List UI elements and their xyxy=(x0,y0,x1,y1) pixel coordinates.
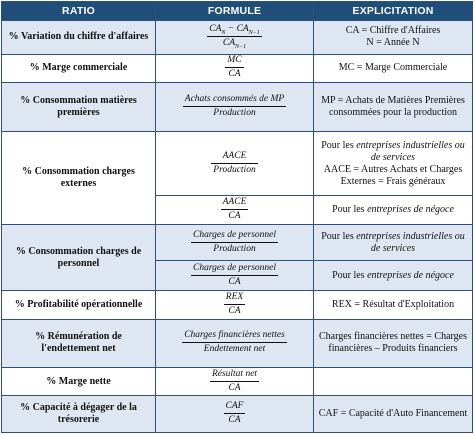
header-explicitation: EXPLICITATION xyxy=(313,1,473,21)
explanation-line: CA = Chiffre d'Affaires xyxy=(345,25,441,37)
explanation-line: Pour les entreprises industrielles ou de… xyxy=(321,139,465,163)
ratio-label: % Marge commerciale xyxy=(1,53,156,83)
table-row: AACE CA Pour les entreprises de négoce xyxy=(2,195,473,226)
formula-cell: REX CA xyxy=(155,290,314,320)
ratio-label: % Marge nette xyxy=(1,366,156,397)
numerator: AACE xyxy=(220,197,249,211)
numerator: CAN − CAN−1 xyxy=(207,24,262,38)
numerator: CAF xyxy=(223,401,246,415)
explanation-cell: MC = Marge Commerciale xyxy=(313,53,473,83)
explanation-cell: Pour les entreprises industrielles ou de… xyxy=(313,224,473,262)
fraction: AACE Production xyxy=(211,151,258,176)
formula-cell: Résultat net CA xyxy=(155,366,314,397)
fraction: Résultat net CA xyxy=(209,369,260,394)
explanation-cell: REX = Résultat d'Exploitation xyxy=(313,290,473,320)
table-row: % Capacité à dégager de la trésorerie CA… xyxy=(1,395,473,433)
numerator: Charges de personnel xyxy=(190,230,279,243)
explanation-cell: CA = Chiffre d'Affaires N = Année N xyxy=(313,20,473,55)
explanation-cell: Charges financières nettes = Charges fin… xyxy=(313,318,473,368)
fraction: Achats consommés de MP Production xyxy=(182,94,287,119)
formula-cell: CAN − CAN−1 CAN−1 xyxy=(155,20,314,55)
denominator: Production xyxy=(213,243,256,254)
denominator: CA xyxy=(228,415,241,426)
header-ratio: RATIO xyxy=(1,1,156,21)
explanation-cell: Pour les entreprises de négoce xyxy=(313,195,473,226)
explanation-cell xyxy=(313,366,473,397)
numerator: Charges de personnel xyxy=(190,263,279,276)
formula-cell: MC CA xyxy=(155,53,314,83)
fraction: Charges de personnel CA xyxy=(190,263,279,288)
table-row: % Consommation matières premières Achats… xyxy=(1,81,473,133)
ratio-label: % Consommation matières premières xyxy=(1,81,156,133)
explanation-cell: Pour les entreprises de négoce xyxy=(313,260,473,292)
table-row: % Consommation charges externes AACE Prod… xyxy=(1,131,473,226)
table-row: % Marge nette Résultat net CA xyxy=(1,366,473,397)
formula-cell: AACE CA xyxy=(155,195,314,226)
formula-cell: Charges financières nettes Endettement ne… xyxy=(155,318,314,368)
table-row: % Variation du chiffre d'affaires CAN − … xyxy=(1,20,473,55)
denominator: Production xyxy=(213,107,256,118)
explanation-cell: CAF = Capacité d'Auto Financement xyxy=(313,395,473,433)
denominator: CA xyxy=(228,306,241,317)
denominator: CA xyxy=(228,276,241,287)
ratio-label: % Profitabilité opérationnelle xyxy=(1,290,156,320)
numerator: Charges financières nettes xyxy=(182,330,287,344)
header-formule: FORMULE xyxy=(155,1,314,21)
denominator: CA xyxy=(228,69,241,80)
numerator: Achats consommés de MP xyxy=(182,94,287,107)
ratio-label: % Consommation charges externes xyxy=(1,131,156,226)
fraction: Charges financières nettes Endettement ne… xyxy=(182,330,287,355)
formula-cell: Charges de personnel Production xyxy=(155,224,314,262)
numerator: MC xyxy=(225,55,244,69)
formula-cell: Charges de personnel CA xyxy=(155,260,314,292)
explanation-line: N = Année N xyxy=(366,37,420,49)
table-row: Charges de personnel CA Pour les entrepri… xyxy=(2,260,473,292)
explanation-cell: Pour les entreprises industrielles ou de… xyxy=(313,131,473,197)
denominator: Production xyxy=(213,164,256,175)
formula-cell: CAF CA xyxy=(155,395,314,433)
denominator: CA xyxy=(228,211,241,222)
numerator: REX xyxy=(223,292,246,306)
fraction: CAN − CAN−1 CAN−1 xyxy=(207,24,262,51)
fraction: Charges de personnel Production xyxy=(190,230,279,255)
table-row: % Consommation charges de personnel Char… xyxy=(1,224,473,292)
fraction: REX CA xyxy=(223,292,246,317)
denominator: CA xyxy=(228,382,241,393)
numerator: Résultat net xyxy=(209,369,260,382)
table-row: % Profitabilité opérationnelle REX CA REX… xyxy=(1,290,473,320)
header-row: RATIO FORMULE EXPLICITATION xyxy=(1,1,473,21)
table-row: % Rémunération de l'endettement net Char… xyxy=(1,318,473,368)
fraction: MC CA xyxy=(225,55,244,80)
table-row: % Marge commerciale MC CA MC = Marge Comm… xyxy=(1,53,473,83)
denominator: Endettement net xyxy=(203,344,266,355)
formula-cell: AACE Production xyxy=(155,131,314,197)
ratio-label: % Variation du chiffre d'affaires xyxy=(1,20,156,55)
numerator: AACE xyxy=(211,151,258,164)
fraction: AACE CA xyxy=(220,197,249,222)
fraction: CAF CA xyxy=(223,401,246,426)
explanation-line: AACE = Autres Achats et Charges Externes… xyxy=(323,163,463,187)
formula-cell: Achats consommés de MP Production xyxy=(155,81,314,133)
ratio-label: % Rémunération de l'endettement net xyxy=(1,318,156,368)
ratio-label: % Consommation charges de personnel xyxy=(1,224,156,292)
explanation-cell: MP = Achats de Matières Premières consom… xyxy=(313,81,473,133)
denominator: CAN−1 xyxy=(222,38,247,51)
ratio-label: % Capacité à dégager de la trésorerie xyxy=(1,395,156,433)
